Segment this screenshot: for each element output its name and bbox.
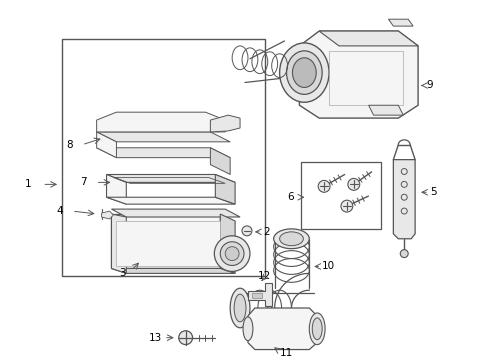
Polygon shape (128, 115, 136, 132)
Ellipse shape (318, 180, 330, 192)
Text: 7: 7 (80, 177, 86, 188)
Ellipse shape (280, 43, 329, 102)
Ellipse shape (214, 236, 250, 271)
Polygon shape (215, 175, 235, 204)
Polygon shape (97, 112, 225, 132)
Polygon shape (319, 31, 418, 46)
Polygon shape (111, 209, 240, 217)
Text: 6: 6 (288, 192, 294, 202)
Bar (62, 39, 265, 276)
Polygon shape (299, 31, 418, 118)
Ellipse shape (309, 313, 325, 345)
Ellipse shape (274, 229, 309, 249)
Polygon shape (194, 115, 201, 132)
Text: 12: 12 (258, 271, 271, 282)
Polygon shape (111, 269, 235, 273)
Text: 4: 4 (56, 206, 63, 216)
Polygon shape (220, 214, 235, 273)
Text: 9: 9 (426, 81, 433, 90)
Ellipse shape (293, 58, 316, 87)
Bar (301, 162, 381, 229)
Polygon shape (101, 211, 114, 219)
Text: 11: 11 (280, 347, 293, 357)
Ellipse shape (225, 247, 239, 261)
Text: 5: 5 (430, 187, 437, 197)
Text: 8: 8 (66, 140, 73, 150)
Polygon shape (111, 214, 220, 269)
Polygon shape (389, 19, 413, 26)
Polygon shape (183, 115, 191, 132)
Polygon shape (393, 159, 415, 239)
Polygon shape (172, 115, 180, 132)
Bar (252, 293, 262, 298)
Polygon shape (118, 115, 125, 132)
Ellipse shape (230, 288, 250, 328)
Ellipse shape (234, 294, 246, 322)
Polygon shape (210, 115, 240, 132)
Ellipse shape (348, 179, 360, 190)
Polygon shape (106, 115, 115, 132)
Ellipse shape (341, 200, 353, 212)
Polygon shape (150, 115, 158, 132)
Ellipse shape (243, 317, 253, 341)
Polygon shape (210, 148, 230, 175)
Polygon shape (97, 148, 230, 158)
Ellipse shape (287, 51, 322, 94)
Polygon shape (97, 132, 230, 142)
Polygon shape (97, 132, 117, 158)
Polygon shape (248, 308, 317, 350)
Polygon shape (139, 115, 147, 132)
Text: 1: 1 (24, 179, 31, 189)
Bar (329, 51, 403, 105)
Ellipse shape (220, 242, 244, 265)
Polygon shape (106, 175, 126, 204)
Polygon shape (117, 221, 220, 266)
Polygon shape (111, 214, 126, 273)
Polygon shape (368, 105, 403, 115)
Polygon shape (106, 175, 235, 183)
Ellipse shape (179, 331, 193, 345)
Ellipse shape (400, 249, 408, 257)
Text: 10: 10 (322, 261, 335, 271)
Ellipse shape (312, 318, 322, 339)
Polygon shape (161, 115, 169, 132)
Polygon shape (248, 283, 272, 306)
Text: 13: 13 (149, 333, 162, 343)
Polygon shape (106, 197, 235, 204)
Text: 2: 2 (263, 227, 270, 237)
Ellipse shape (280, 232, 303, 246)
Text: 3: 3 (120, 269, 126, 278)
Ellipse shape (242, 226, 252, 236)
